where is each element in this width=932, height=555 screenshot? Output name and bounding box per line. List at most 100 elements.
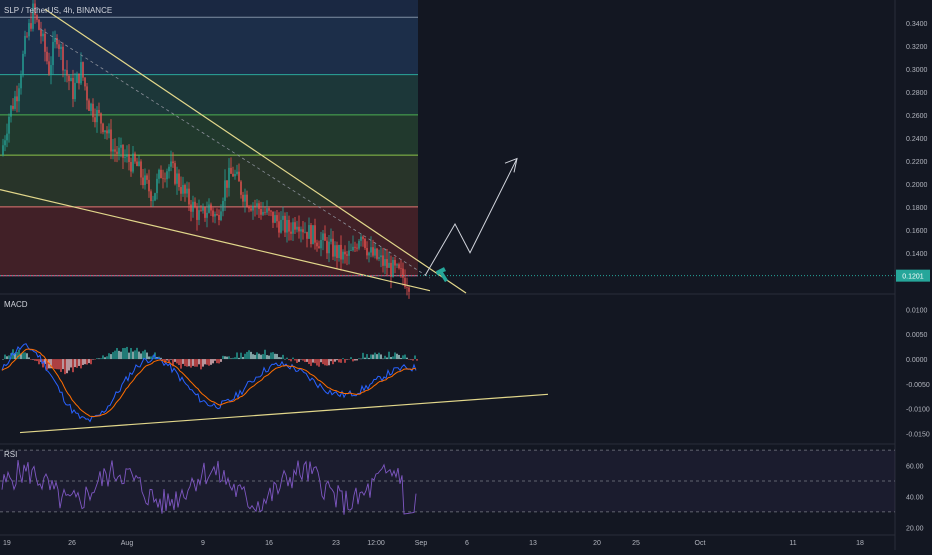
macd-histogram-bar <box>104 357 106 360</box>
price-axis-tick: 0.2600 <box>906 113 928 120</box>
macd-histogram-bar <box>112 352 114 360</box>
candle-body <box>350 250 352 251</box>
macd-histogram-bar <box>122 348 124 360</box>
macd-histogram-bar <box>324 359 326 366</box>
candle-body <box>212 210 214 217</box>
macd-histogram-bar <box>364 357 366 360</box>
candle-body <box>58 44 60 49</box>
candle-body <box>248 206 250 209</box>
wedge-upper-line <box>44 8 467 294</box>
candle-body <box>384 259 386 266</box>
macd-histogram-bar <box>216 359 218 364</box>
macd-histogram-bar <box>408 359 410 360</box>
macd-histogram-bar <box>368 357 370 360</box>
candle-body <box>312 225 314 245</box>
macd-histogram-bar <box>24 352 26 360</box>
candle-body <box>244 194 246 202</box>
candle-body <box>264 211 266 213</box>
candle-body <box>94 117 96 123</box>
macd-histogram-bar <box>320 359 322 363</box>
macd-histogram-bar <box>314 359 316 364</box>
macd-histogram-bar <box>222 355 224 360</box>
macd-axis-tick: -0.0150 <box>906 432 930 439</box>
candle-body <box>86 86 88 101</box>
macd-histogram-bar <box>318 359 320 367</box>
candle-body <box>394 260 396 266</box>
macd-histogram-bar <box>378 352 380 360</box>
candle-body <box>186 188 188 194</box>
macd-histogram-bar <box>328 359 330 366</box>
macd-histogram-bar <box>114 350 116 360</box>
candle-body <box>104 130 106 133</box>
macd-histogram-bar <box>288 359 290 361</box>
candle-body <box>124 156 126 158</box>
macd-histogram-bar <box>254 354 256 360</box>
candle-body <box>296 226 298 230</box>
candle-body <box>88 100 90 111</box>
macd-histogram-bar <box>322 359 324 365</box>
candle-body <box>370 247 372 253</box>
macd-histogram-bar <box>344 359 346 363</box>
macd-histogram-bar <box>302 359 304 361</box>
macd-histogram-bar <box>306 359 308 362</box>
candle-body <box>112 149 114 152</box>
macd-histogram-bar <box>360 358 362 360</box>
macd-histogram-bar <box>416 359 418 361</box>
macd-histogram-bar <box>124 347 126 360</box>
candle-body <box>194 201 196 208</box>
macd-histogram-bar <box>386 357 388 360</box>
macd-histogram-bar <box>208 359 210 366</box>
macd-histogram-bar <box>14 352 16 360</box>
candle-body <box>374 248 376 256</box>
macd-histogram-bar <box>196 359 198 367</box>
macd-histogram-bar <box>234 357 236 360</box>
macd-histogram-bar <box>100 358 102 360</box>
macd-histogram-bar <box>134 350 136 360</box>
candle-body <box>2 145 4 156</box>
candle-body <box>254 205 256 207</box>
macd-histogram-bar <box>206 359 208 365</box>
candle-body <box>156 178 158 194</box>
candle-body <box>76 73 78 83</box>
candle-body <box>288 219 290 232</box>
candle-body <box>8 116 10 134</box>
macd-histogram-bar <box>88 359 90 364</box>
macd-histogram-bar <box>66 359 68 374</box>
macd-signal-line <box>1 348 417 417</box>
macd-histogram-bar <box>92 359 94 360</box>
macd-histogram-bar <box>68 359 70 371</box>
candle-body <box>382 255 384 266</box>
macd-histogram-bar <box>178 359 180 366</box>
candle-body <box>406 287 408 288</box>
candle-body <box>286 219 288 233</box>
macd-histogram-bar <box>108 353 110 360</box>
candle-body <box>250 208 252 211</box>
macd-histogram-bar <box>402 355 404 360</box>
candle-body <box>192 201 194 212</box>
candle-body <box>176 173 178 184</box>
macd-histogram-bar <box>304 359 306 363</box>
macd-histogram-bar <box>274 353 276 360</box>
candle-body <box>302 229 304 233</box>
candle-body <box>106 130 108 134</box>
candle-body <box>74 82 76 100</box>
macd-histogram-bar <box>110 354 112 360</box>
candle-body <box>400 268 402 269</box>
macd-histogram-bar <box>106 356 108 360</box>
price-label-text: 0.1201 <box>902 274 924 281</box>
macd-histogram-bar <box>56 359 58 370</box>
candle-body <box>388 262 390 268</box>
fib-zone <box>0 17 418 75</box>
macd-histogram-bar <box>238 357 240 360</box>
time-axis-tick: Oct <box>695 540 706 547</box>
candle-body <box>168 166 170 172</box>
candle-body <box>308 225 310 239</box>
macd-histogram-bar <box>62 359 64 370</box>
macd-histogram-bar <box>244 353 246 360</box>
macd-histogram-bar <box>340 359 342 363</box>
macd-histogram-bar <box>240 352 242 360</box>
candle-body <box>48 61 50 75</box>
candle-body <box>362 236 364 239</box>
macd-histogram-bar <box>64 359 66 375</box>
